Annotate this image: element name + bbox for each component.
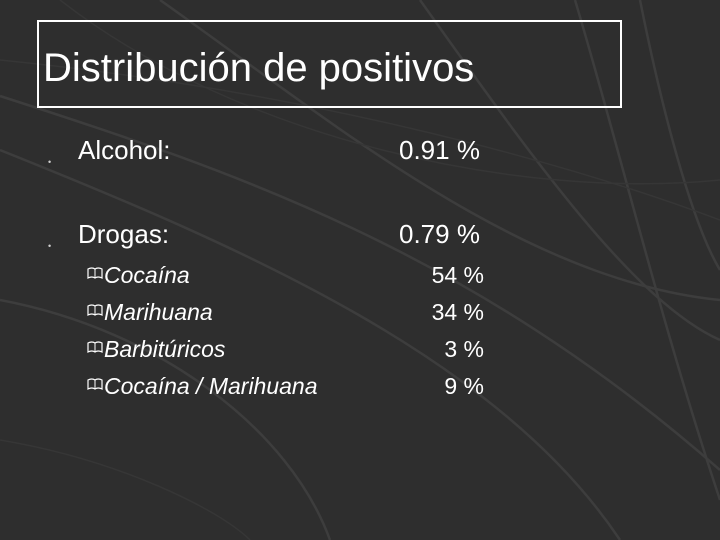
sub-item-value: 54 % [431,262,484,288]
bullet-value: 0.79 % [399,219,480,249]
sub-item-label: Marihuana [104,299,213,325]
sub-item-label: Barbitúricos [104,336,226,362]
sub-item-label: Cocaína [104,262,190,288]
bullet-value: 0.91 % [399,135,480,165]
book-bullet-icon [87,304,103,316]
title-frame [37,20,622,108]
slide-title: Distribución de positivos [43,46,475,90]
sub-item-value: 3 % [444,336,484,362]
bullet-dot-icon: • [48,241,52,251]
bullet-dot-icon: • [48,157,52,167]
book-bullet-icon [87,378,103,390]
book-bullet-icon [87,341,103,353]
bullet-label: Alcohol: [78,135,171,165]
sub-item-value: 9 % [444,373,484,399]
book-bullet-icon [87,267,103,279]
sub-item-label: Cocaína / Marihuana [104,373,318,399]
sub-item-value: 34 % [431,299,484,325]
bullet-label: Drogas: [78,219,170,249]
